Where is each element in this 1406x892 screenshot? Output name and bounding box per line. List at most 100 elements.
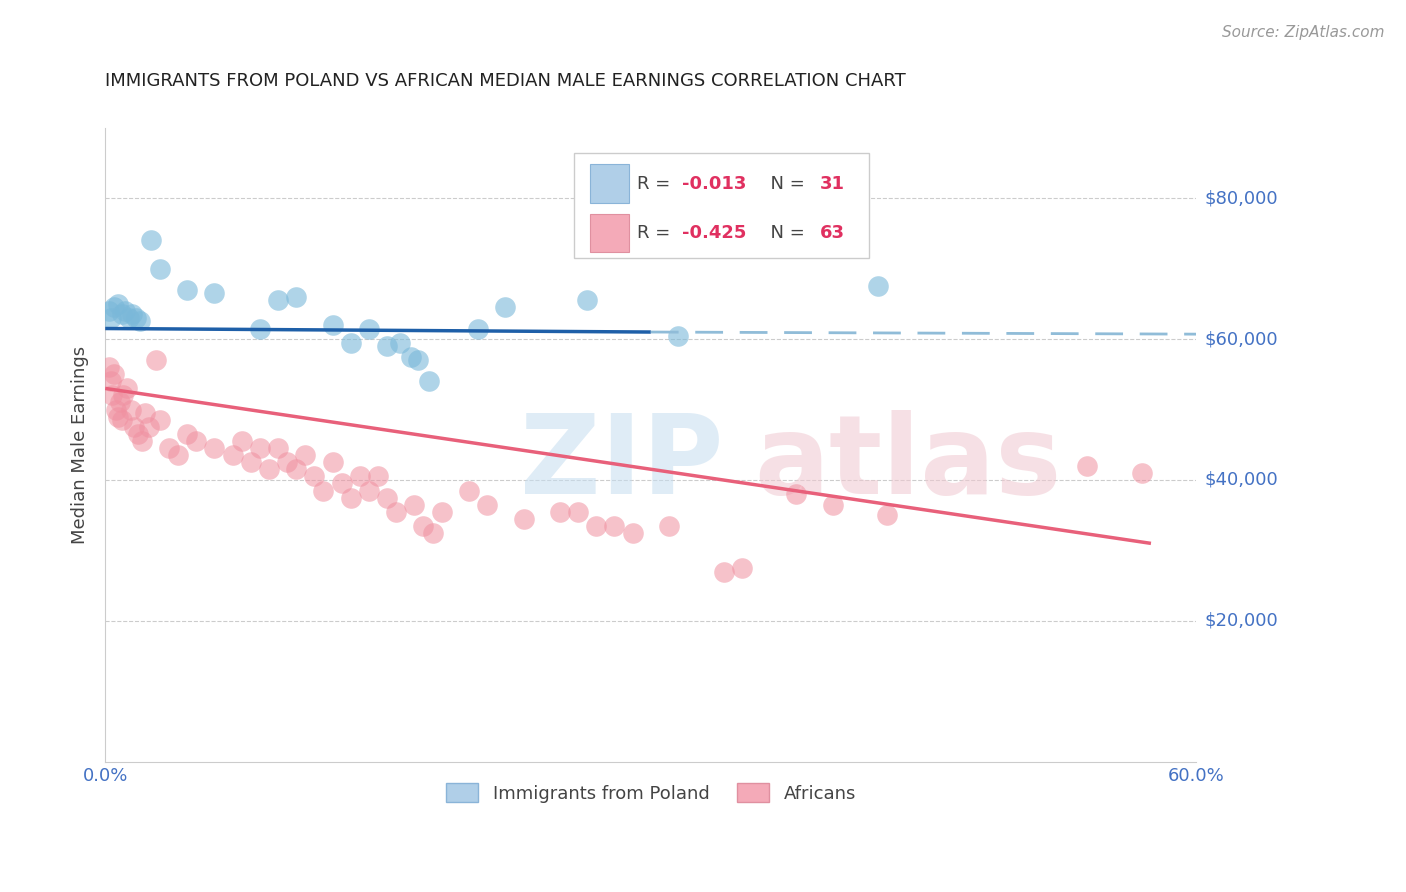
Point (276, 455, 298, 469)
Point (512, 512, 534, 526)
Point (110, 307, 132, 321)
Point (134, 406, 156, 420)
Point (115, 381, 138, 395)
FancyBboxPatch shape (589, 164, 628, 203)
Text: IMMIGRANTS FROM POLAND VS AFRICAN MEDIAN MALE EARNINGS CORRELATION CHART: IMMIGRANTS FROM POLAND VS AFRICAN MEDIAN… (105, 71, 905, 90)
Text: ZIP: ZIP (520, 410, 723, 517)
Point (785, 487, 807, 501)
Point (120, 402, 142, 417)
Point (103, 301, 125, 315)
Point (388, 335, 411, 350)
Point (603, 518, 626, 533)
Point (821, 498, 844, 512)
Point (257, 462, 280, 476)
Y-axis label: Median Male Earnings: Median Male Earnings (72, 346, 89, 544)
Point (666, 328, 689, 343)
Point (430, 505, 453, 519)
Point (339, 491, 361, 505)
Point (475, 498, 498, 512)
Point (125, 310, 148, 325)
Point (167, 448, 190, 462)
Point (621, 525, 644, 540)
Point (349, 469, 371, 483)
Point (375, 339, 398, 353)
Legend: Immigrants from Poland, Africans: Immigrants from Poland, Africans (439, 776, 863, 810)
Text: $80,000: $80,000 (1205, 189, 1278, 207)
Point (404, 498, 426, 512)
Point (322, 455, 344, 469)
Text: N =: N = (759, 224, 810, 242)
Point (149, 261, 172, 276)
Text: atlas: atlas (755, 410, 1062, 517)
Point (267, 293, 290, 308)
Point (107, 409, 129, 424)
Point (375, 491, 398, 505)
Point (107, 297, 129, 311)
Point (108, 395, 131, 409)
Point (458, 483, 481, 498)
Point (357, 321, 380, 335)
Point (131, 434, 153, 449)
Point (97, 304, 120, 318)
Point (202, 286, 225, 301)
Point (418, 375, 440, 389)
FancyBboxPatch shape (575, 153, 869, 258)
Point (149, 413, 172, 427)
Text: -0.013: -0.013 (682, 175, 747, 193)
Point (267, 442, 290, 456)
Point (118, 310, 141, 325)
Point (285, 462, 308, 476)
Point (330, 476, 353, 491)
Point (124, 420, 146, 434)
Point (127, 427, 149, 442)
Text: $20,000: $20,000 (1205, 612, 1278, 630)
Point (585, 518, 607, 533)
Text: $40,000: $40,000 (1205, 471, 1278, 489)
Text: R =: R = (637, 224, 676, 242)
Text: -0.425: -0.425 (682, 224, 747, 242)
Point (97, 360, 120, 375)
Point (105, 402, 128, 417)
Point (100, 375, 122, 389)
Point (399, 350, 422, 364)
Point (1076, 458, 1098, 473)
Point (322, 318, 344, 332)
Text: N =: N = (759, 175, 810, 193)
Point (304, 469, 326, 483)
Point (367, 469, 389, 483)
Point (731, 561, 754, 575)
Point (385, 505, 408, 519)
Text: $60,000: $60,000 (1205, 330, 1278, 348)
Point (128, 314, 150, 328)
FancyBboxPatch shape (589, 213, 628, 252)
Point (467, 321, 489, 335)
Point (548, 505, 571, 519)
Point (176, 427, 198, 442)
Point (249, 442, 271, 456)
Text: 63: 63 (820, 224, 845, 242)
Text: 31: 31 (820, 175, 845, 193)
Point (145, 353, 167, 368)
Text: R =: R = (637, 175, 676, 193)
Point (294, 448, 316, 462)
Point (494, 301, 516, 315)
Point (567, 505, 589, 519)
Point (876, 508, 898, 523)
Point (868, 279, 890, 293)
Point (239, 455, 262, 469)
Point (249, 321, 271, 335)
Point (157, 442, 180, 456)
Point (339, 335, 361, 350)
Point (412, 518, 434, 533)
Point (231, 434, 253, 449)
Text: Source: ZipAtlas.com: Source: ZipAtlas.com (1222, 25, 1385, 40)
Point (139, 234, 162, 248)
Point (312, 483, 335, 498)
Point (285, 290, 308, 304)
Point (176, 283, 198, 297)
Point (121, 307, 143, 321)
Point (357, 483, 380, 498)
Point (186, 434, 208, 449)
Point (1130, 466, 1153, 480)
Point (112, 388, 135, 402)
